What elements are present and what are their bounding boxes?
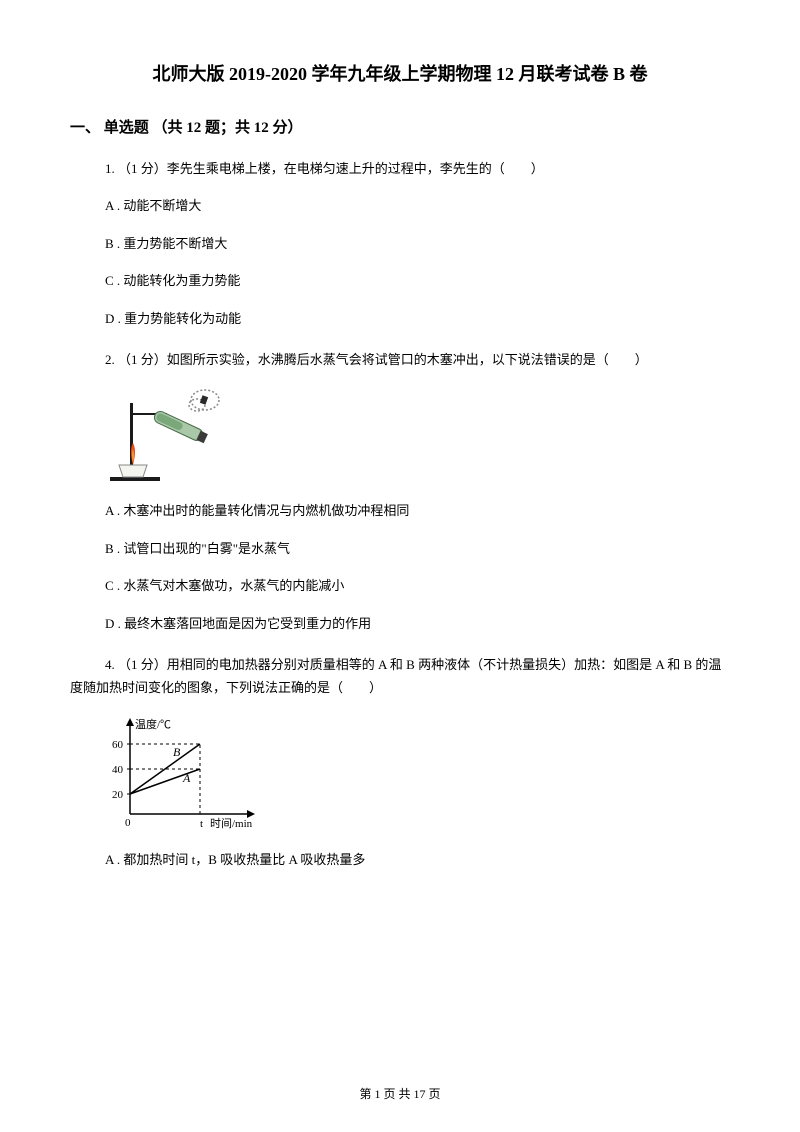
x-tick-t: t bbox=[200, 818, 203, 830]
q4-text-line1: 4. （1 分）用相同的电加热器分别对质量相等的 A 和 B 两种液体（不计热量… bbox=[105, 657, 721, 672]
q1-option-d: D . 重力势能转化为动能 bbox=[105, 307, 730, 330]
y-axis-label: 温度/℃ bbox=[135, 717, 171, 731]
q2-option-a: A . 木塞冲出时的能量转化情况与内燃机做功冲程相同 bbox=[105, 499, 730, 522]
y-tick-40: 40 bbox=[112, 764, 124, 776]
q4-text-line2: 度随加热时间变化的图象，下列说法正确的是（ ） bbox=[70, 680, 382, 695]
q2-option-b: B . 试管口出现的"白雾"是水蒸气 bbox=[105, 537, 730, 560]
q1-option-b: B . 重力势能不断增大 bbox=[105, 232, 730, 255]
q2-figure bbox=[105, 385, 225, 485]
q4-option-a: A . 都加热时间 t，B 吸收热量比 A 吸收热量多 bbox=[105, 848, 730, 871]
question-2: 2. （1 分）如图所示实验，水沸腾后水蒸气会将试管口的木塞冲出，以下说法错误的… bbox=[70, 348, 730, 635]
line-b-label: B bbox=[173, 745, 181, 759]
line-a-label: A bbox=[182, 771, 191, 785]
page-footer: 第 1 页 共 17 页 bbox=[0, 1085, 800, 1102]
q1-option-c: C . 动能转化为重力势能 bbox=[105, 269, 730, 292]
q2-option-d: D . 最终木塞落回地面是因为它受到重力的作用 bbox=[105, 612, 730, 635]
y-tick-60: 60 bbox=[112, 739, 124, 751]
x-axis-label: 时间/min bbox=[210, 817, 253, 830]
q1-text: 1. （1 分）李先生乘电梯上楼，在电梯匀速上升的过程中，李先生的（ ） bbox=[105, 157, 730, 180]
exam-title: 北师大版 2019-2020 学年九年级上学期物理 12 月联考试卷 B 卷 bbox=[70, 60, 730, 86]
question-4: 4. （1 分）用相同的电加热器分别对质量相等的 A 和 B 两种液体（不计热量… bbox=[70, 653, 730, 871]
section-header: 一、 单选题 （共 12 题；共 12 分） bbox=[70, 116, 730, 137]
q4-chart: 20 40 60 温度/℃ 时间/min t 0 A B bbox=[105, 714, 265, 834]
q2-option-c: C . 水蒸气对木塞做功，水蒸气的内能减小 bbox=[105, 574, 730, 597]
y-tick-20: 20 bbox=[112, 789, 124, 801]
q2-text: 2. （1 分）如图所示实验，水沸腾后水蒸气会将试管口的木塞冲出，以下说法错误的… bbox=[105, 348, 730, 371]
question-1: 1. （1 分）李先生乘电梯上楼，在电梯匀速上升的过程中，李先生的（ ） A .… bbox=[70, 157, 730, 330]
q4-text: 4. （1 分）用相同的电加热器分别对质量相等的 A 和 B 两种液体（不计热量… bbox=[70, 653, 730, 700]
q1-option-a: A . 动能不断增大 bbox=[105, 194, 730, 217]
origin-label: 0 bbox=[125, 817, 131, 829]
